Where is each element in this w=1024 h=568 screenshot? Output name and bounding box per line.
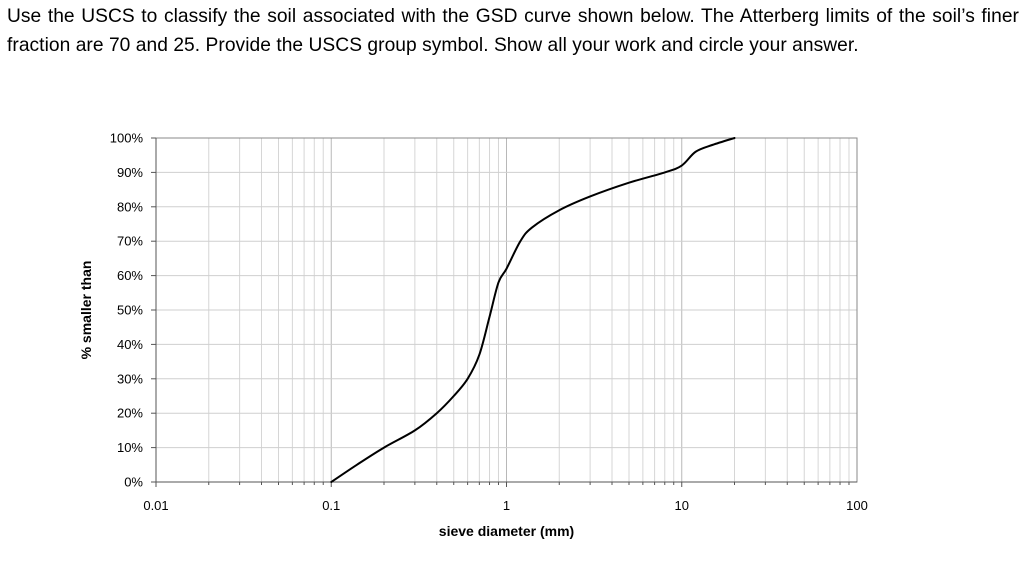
y-tick-label: 90% xyxy=(117,165,143,180)
x-tick-label: 10 xyxy=(675,498,689,513)
y-tick-label: 10% xyxy=(117,440,143,455)
y-axis: 0% 10% 20% 30% 40% 50% 60% 70% 80% 90% 100% xyxy=(110,131,157,490)
y-tick-label: 50% xyxy=(117,303,143,318)
y-axis-label: % smaller than xyxy=(78,261,94,360)
y-tick-label: 30% xyxy=(117,371,143,386)
y-tick-label: 100% xyxy=(110,131,144,146)
y-tick-label: 40% xyxy=(117,337,143,352)
gsd-curve-line xyxy=(330,137,736,483)
y-tick-label: 0% xyxy=(124,475,143,490)
y-tick-label: 60% xyxy=(117,268,143,283)
x-tick-label: 0.1 xyxy=(322,498,340,513)
gsd-curve-group xyxy=(330,137,736,483)
x-tick-label: 0.01 xyxy=(143,498,168,513)
y-tick-label: 20% xyxy=(117,406,143,421)
x-axis-label: sieve diameter (mm) xyxy=(439,523,574,539)
x-tick-label: 100 xyxy=(846,498,868,513)
x-tick-label: 1 xyxy=(503,498,510,513)
x-axis: 0.01 0.1 1 10 100 xyxy=(143,481,868,513)
y-tick-label: 70% xyxy=(117,234,143,249)
y-tick-label: 80% xyxy=(117,199,143,214)
question-text: Use the USCS to classify the soil associ… xyxy=(7,6,1019,56)
